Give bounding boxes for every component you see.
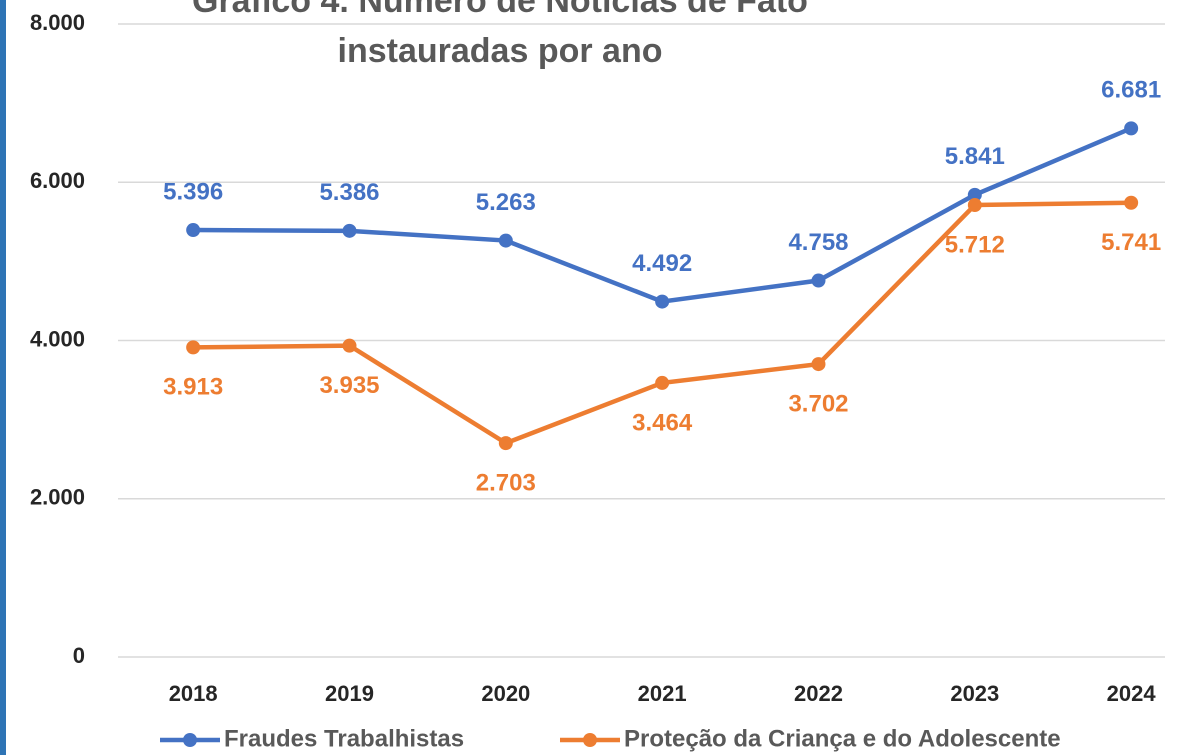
x-tick-label: 2021	[638, 681, 687, 706]
data-label: 3.935	[319, 372, 379, 399]
page-border	[0, 0, 6, 755]
data-point	[342, 338, 357, 353]
data-label: 3.702	[788, 390, 848, 417]
y-tick-label: 0	[73, 643, 85, 668]
legend-marker	[183, 733, 197, 747]
data-label: 5.386	[319, 179, 379, 206]
legend-marker	[583, 733, 597, 747]
x-tick-label: 2023	[950, 681, 999, 706]
data-point	[342, 223, 357, 238]
data-label: 5.263	[476, 189, 536, 216]
legend-label: Fraudes Trabalhistas	[224, 725, 464, 752]
data-point	[1124, 121, 1139, 136]
data-label: 6.681	[1101, 77, 1161, 104]
y-tick-label: 2.000	[30, 485, 85, 510]
y-tick-label: 6.000	[30, 168, 85, 193]
data-point	[655, 375, 670, 390]
data-label: 5.396	[163, 178, 223, 205]
data-label: 5.712	[945, 231, 1005, 258]
data-point	[186, 223, 201, 238]
y-tick-label: 4.000	[30, 326, 85, 351]
data-point	[811, 273, 826, 288]
data-label: 4.758	[788, 229, 848, 256]
data-point	[811, 357, 826, 372]
x-tick-label: 2018	[169, 681, 218, 706]
data-point	[186, 340, 201, 355]
data-point	[1124, 195, 1139, 210]
x-tick-label: 2020	[481, 681, 530, 706]
data-point	[967, 198, 982, 213]
data-label: 5.841	[945, 143, 1005, 170]
data-point	[498, 233, 513, 248]
x-tick-label: 2019	[325, 681, 374, 706]
x-tick-label: 2022	[794, 681, 843, 706]
legend-label: Proteção da Criança e do Adolescente	[624, 725, 1061, 752]
data-label: 3.464	[632, 409, 693, 436]
data-label: 3.913	[163, 374, 223, 401]
data-point	[655, 294, 670, 309]
data-point	[498, 436, 513, 451]
x-tick-label: 2024	[1107, 681, 1157, 706]
data-label: 5.741	[1101, 229, 1161, 256]
chart-title: Gráfico 4. Número de Notícias de Fato in…	[192, 0, 808, 70]
y-tick-label: 8.000	[30, 10, 85, 35]
data-label: 2.703	[476, 469, 536, 496]
data-label: 4.492	[632, 250, 692, 277]
data-point	[967, 187, 982, 202]
